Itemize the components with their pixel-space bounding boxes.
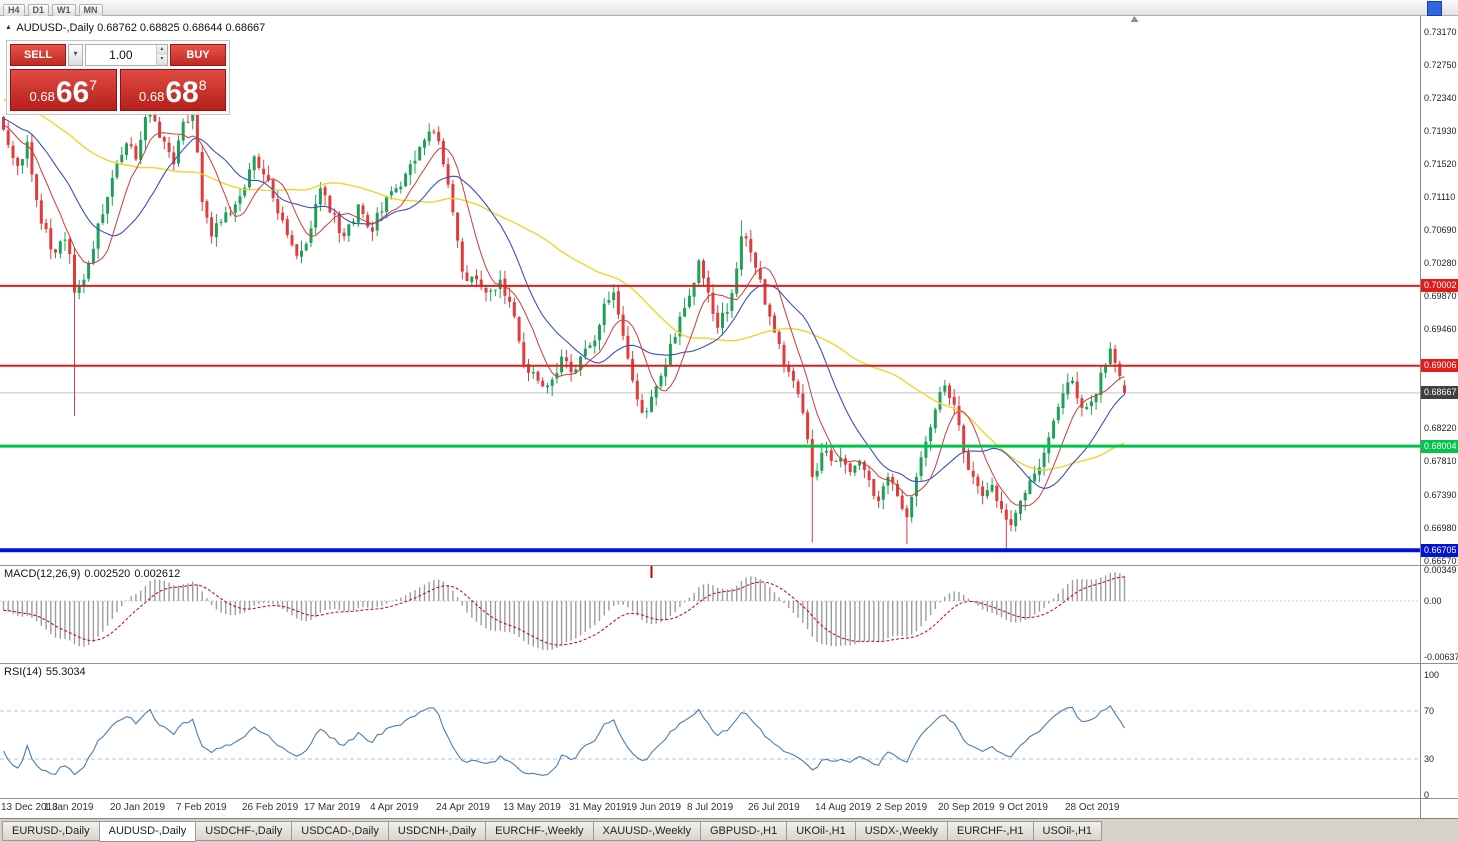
volume-increase-button[interactable]: ▴ <box>156 45 167 55</box>
sell-price-pip: 7 <box>89 77 97 93</box>
sell-button[interactable]: SELL <box>10 44 66 66</box>
chart-tab-usoil-h1[interactable]: USOil-,H1 <box>1032 821 1103 841</box>
chart-tab-usdx-weekly[interactable]: USDX-,Weekly <box>854 821 948 841</box>
volume-decrease-button[interactable]: ▾ <box>156 55 167 65</box>
one-click-trading-panel: SELL ▾ ▴ ▾ BUY 0.68 <box>6 40 230 115</box>
chart-tab-gbpusd-h1[interactable]: GBPUSD-,H1 <box>699 821 788 841</box>
chart-symbol-header: ▲ AUDUSD-,Daily 0.68762 0.68825 0.68644 … <box>5 22 265 34</box>
date-axis-label: 20 Sep 2019 <box>938 802 995 813</box>
price-axis-tick: 0.67810 <box>1424 456 1457 467</box>
rsi-header: RSI(14) 55.3034 <box>4 666 90 678</box>
chart-tab-usdcad-daily[interactable]: USDCAD-,Daily <box>291 821 389 841</box>
macd-axis-tick: 0.00349 <box>1424 564 1457 575</box>
date-axis-label: 28 Oct 2019 <box>1065 802 1120 813</box>
price-axis-tick: 0.67390 <box>1424 489 1457 500</box>
chart-tab-bar: EURUSD-,Daily AUDUSD-,Daily USDCHF-,Daily U… <box>0 819 1458 842</box>
price-axis-tick: 0.66570 <box>1424 555 1457 566</box>
panel-separator[interactable] <box>0 565 1458 566</box>
chart-tab-xauusd-weekly[interactable]: XAUUSD-,Weekly <box>592 821 701 841</box>
price-axis-tick: 0.72340 <box>1424 93 1457 104</box>
date-axis-label: 9 Oct 2019 <box>999 802 1048 813</box>
chart-tab-eurchf-weekly[interactable]: EURCHF-,Weekly <box>485 821 594 841</box>
price-axis-tick: 0.66980 <box>1424 522 1457 533</box>
date-axis-label: 7 Feb 2019 <box>176 802 227 813</box>
date-axis-label: 24 Apr 2019 <box>436 802 490 813</box>
macd-axis-tick: 0.00 <box>1424 595 1442 606</box>
timeframe-button-d1[interactable]: D1 <box>27 4 50 17</box>
volume-field: ▴ ▾ <box>85 44 168 66</box>
chevron-down-icon: ▾ <box>73 49 78 58</box>
chart-area[interactable]: ▲ AUDUSD-,Daily 0.68762 0.68825 0.68644 … <box>0 16 1420 818</box>
chart-tab-usdcnh-daily[interactable]: USDCNH-,Daily <box>387 821 487 841</box>
volume-spinner: ▴ ▾ <box>155 45 167 65</box>
price-axis-tick: 0.70690 <box>1424 225 1457 236</box>
date-axis-label: 17 Mar 2019 <box>304 802 361 813</box>
chart-tab-usdchf-daily[interactable]: USDCHF-,Daily <box>195 821 293 841</box>
date-axis-label: 1 Jan 2019 <box>44 802 94 813</box>
chart-tab-eurusd-daily[interactable]: EURUSD-,Daily <box>2 821 100 841</box>
buy-price-base: 0.68 <box>139 89 165 104</box>
price-axis-tick: 0.69870 <box>1424 291 1457 301</box>
chart-color-swatch[interactable] <box>1427 1 1442 16</box>
buy-price-display[interactable]: 0.68 68 8 <box>119 69 226 111</box>
time-axis-separator <box>0 798 1458 799</box>
date-axis-label: 2 Sep 2019 <box>876 802 928 813</box>
rsi-axis-tick: 30 <box>1424 753 1435 764</box>
hline-price-label[interactable]: 0.70002 <box>1421 279 1458 293</box>
current-price-label: 0.68667 <box>1421 386 1458 400</box>
rsi-axis-tick: 100 <box>1424 669 1440 680</box>
date-axis-label: 13 Dec 2018 <box>1 802 58 813</box>
panel-separator[interactable] <box>0 663 1458 664</box>
hline-price-label[interactable]: 0.69006 <box>1421 359 1458 373</box>
date-axis-label: 13 May 2019 <box>503 802 561 813</box>
date-axis-label: 14 Aug 2019 <box>815 802 872 813</box>
buy-button[interactable]: BUY <box>170 44 226 66</box>
price-axis-tick: 0.70280 <box>1424 258 1457 269</box>
date-axis-label: 26 Feb 2019 <box>242 802 299 813</box>
rsi-axis-tick: 70 <box>1424 705 1435 716</box>
macd-value: 0.002520 <box>84 568 131 580</box>
price-axis[interactable]: 0.73170 0.72750 0.72340 0.71930 0.71520 0.711… <box>1420 16 1458 818</box>
buy-price-pip: 8 <box>198 77 207 93</box>
date-axis-label: 31 May 2019 <box>569 802 627 813</box>
sell-price-display[interactable]: 0.68 66 7 <box>10 69 117 111</box>
date-axis-label: 19 Jun 2019 <box>626 802 682 813</box>
price-axis-tick: 0.68220 <box>1424 423 1457 434</box>
price-axis-tick: 0.71520 <box>1424 158 1457 169</box>
rsi-axis-tick: 0 <box>1424 789 1430 800</box>
sell-price-big: 66 <box>55 76 90 109</box>
chart-tab-eurchf-h1[interactable]: EURCHF-,H1 <box>946 821 1034 841</box>
price-axis-tick: 0.73170 <box>1424 26 1457 37</box>
price-axis-tick: 0.71110 <box>1424 191 1456 202</box>
rsi-name: RSI(14) <box>4 666 42 678</box>
date-axis-label: 8 Jul 2019 <box>687 802 734 813</box>
chart-tab-audusd-daily[interactable]: AUDUSD-,Daily <box>98 821 197 842</box>
symbol-title: AUDUSD-,Daily <box>16 22 95 34</box>
macd-header: MACD(12,26,9) 0.002520 0.002612 <box>4 568 184 580</box>
volume-dropdown-button[interactable]: ▾ <box>68 44 83 66</box>
top-toolbar: H4 D1 W1 MN <box>0 0 1458 17</box>
symbol-marker-icon: ▲ <box>5 24 12 31</box>
date-axis-label: 20 Jan 2019 <box>110 802 166 813</box>
date-axis-label: 26 Jul 2019 <box>748 802 800 813</box>
buy-price-big: 68 <box>165 76 199 109</box>
volume-input[interactable] <box>86 45 156 65</box>
chart-tab-ukoil-h1[interactable]: UKOil-,H1 <box>786 821 856 841</box>
macd-name: MACD(12,26,9) <box>4 568 81 580</box>
symbol-ohlc: 0.68762 0.68825 0.68644 0.68667 <box>97 22 266 34</box>
price-axis-tick: 0.71930 <box>1424 125 1457 136</box>
date-axis-label: 4 Apr 2019 <box>370 802 419 813</box>
chart-window: ▲ AUDUSD-,Daily 0.68762 0.68825 0.68644 … <box>0 16 1458 819</box>
price-axis-tick: 0.72750 <box>1424 60 1457 71</box>
chart-canvas[interactable] <box>0 16 1420 818</box>
sell-price-base: 0.68 <box>29 89 55 104</box>
macd-axis-tick: -0.00637 <box>1424 651 1458 662</box>
macd-signal-value: 0.002612 <box>134 568 181 580</box>
hline-price-label[interactable]: 0.66705 <box>1421 543 1458 557</box>
rsi-value: 55.3034 <box>45 666 86 678</box>
hline-price-label[interactable]: 0.68004 <box>1421 439 1458 453</box>
price-axis-tick: 0.69460 <box>1424 323 1457 334</box>
